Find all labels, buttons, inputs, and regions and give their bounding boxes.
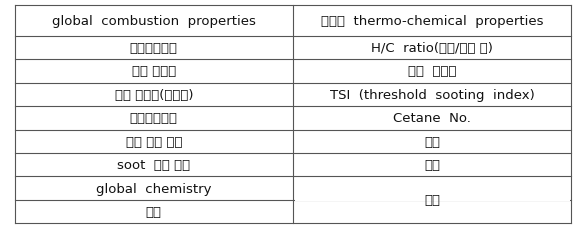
Text: H/C  ratio(수소/산소 비): H/C ratio(수소/산소 비): [372, 42, 493, 55]
Text: TSI  (threshold  sooting  index): TSI (threshold sooting index): [330, 88, 534, 101]
Text: 연소 엔탈비(연소열): 연소 엔탈비(연소열): [115, 88, 193, 101]
Text: 연료의  thermo-chemical  properties: 연료의 thermo-chemical properties: [321, 15, 543, 28]
Text: soot  발생 경향: soot 발생 경향: [117, 158, 190, 172]
Text: global  chemistry: global chemistry: [96, 182, 212, 195]
Text: 비열: 비열: [424, 158, 440, 172]
Text: 질량 확산 계수: 질량 확산 계수: [125, 135, 182, 148]
Bar: [295, 199, 570, 201]
Text: 국소 당량비: 국소 당량비: [132, 65, 176, 78]
Text: 밀도: 밀도: [424, 135, 440, 148]
Text: 기타: 기타: [146, 205, 162, 218]
Text: 평균  분자량: 평균 분자량: [408, 65, 456, 78]
Text: Cetane  No.: Cetane No.: [393, 112, 471, 125]
Text: global  combustion  properties: global combustion properties: [52, 15, 255, 28]
Text: 단열화염온도: 단열화염온도: [130, 42, 178, 55]
Text: 화염전파속도: 화염전파속도: [130, 112, 178, 125]
Text: 기타: 기타: [424, 194, 440, 206]
